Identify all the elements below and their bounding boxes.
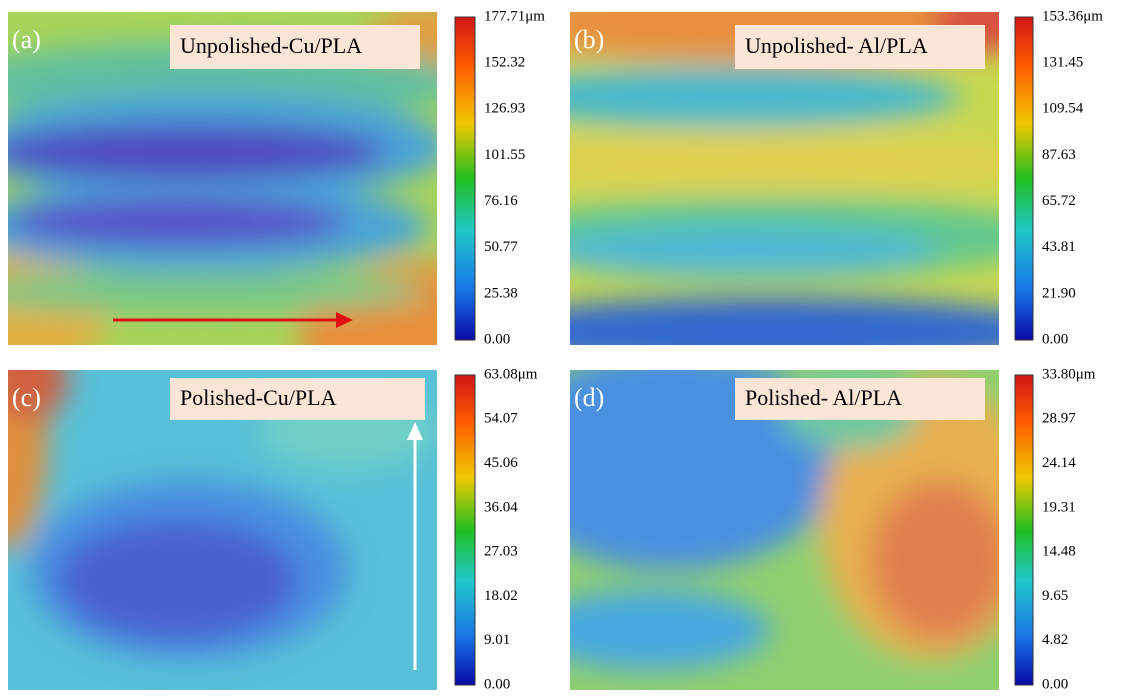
colorbar-tick-label: 18.02 — [484, 588, 518, 604]
panel-label: (a) — [12, 25, 41, 54]
colorbar — [1014, 374, 1034, 686]
panel-title: Unpolished-Cu/PLA — [180, 33, 362, 58]
title-box — [735, 378, 985, 420]
colorbar-tick-label: 9.01 — [484, 632, 510, 648]
colorbar-tick-label: 19.31 — [1042, 499, 1076, 515]
heatmap-c — [8, 370, 437, 690]
colorbar-tick-label: 177.71μm — [484, 8, 545, 24]
colorbar-tick-label: 65.72 — [1042, 193, 1076, 209]
panel-title: Polished-Cu/PLA — [180, 385, 337, 410]
colorbar-tick-label: 126.93 — [484, 101, 525, 117]
title-box — [170, 378, 425, 420]
colorbar-tick-label: 0.00 — [1042, 331, 1068, 347]
colorbar-tick-label: 27.03 — [484, 544, 518, 560]
colorbar — [454, 374, 476, 686]
colorbar — [1014, 16, 1034, 341]
colorbar-tick-label: 63.08μm — [484, 366, 538, 382]
colorbar-tick-label: 54.07 — [484, 411, 518, 427]
colorbar-tick-label: 153.36μm — [1042, 8, 1103, 24]
colorbar-tick-label: 0.00 — [484, 676, 510, 692]
colorbar-tick-label: 33.80μm — [1042, 366, 1096, 382]
colorbar-tick-label: 24.14 — [1042, 455, 1076, 471]
colorbar-tick-label: 14.48 — [1042, 544, 1076, 560]
colorbar-tick-label: 21.90 — [1042, 285, 1076, 301]
title-box — [170, 25, 420, 69]
colorbar-tick-label: 109.54 — [1042, 101, 1084, 117]
colorbar-tick-label: 9.65 — [1042, 588, 1068, 604]
colorbar-tick-label: 131.45 — [1042, 55, 1083, 71]
colorbar-tick-label: 45.06 — [484, 455, 518, 471]
colorbar-tick-label: 50.77 — [484, 239, 518, 255]
colorbar-tick-label: 4.82 — [1042, 632, 1068, 648]
panel-title: Unpolished- Al/PLA — [745, 33, 928, 58]
panel-label: (b) — [574, 25, 604, 54]
colorbar-tick-label: 0.00 — [484, 331, 510, 347]
colorbar-tick-label: 76.16 — [484, 193, 518, 209]
panel-title: Polished- Al/PLA — [745, 385, 902, 410]
colorbar-tick-label: 152.32 — [484, 55, 525, 71]
colorbar-tick-label: 25.38 — [484, 285, 518, 301]
colorbar-tick-label: 43.81 — [1042, 239, 1076, 255]
colorbar-tick-label: 0.00 — [1042, 676, 1068, 692]
colorbar-tick-label: 36.04 — [484, 499, 518, 515]
colorbar-tick-label: 28.97 — [1042, 411, 1076, 427]
colorbar-tick-label: 87.63 — [1042, 147, 1076, 163]
panel-label: (d) — [574, 383, 604, 412]
heatmap-d — [570, 370, 999, 690]
colorbar — [454, 16, 476, 341]
title-box — [735, 25, 985, 69]
panel-label: (c) — [12, 383, 41, 412]
colorbar-tick-label: 101.55 — [484, 147, 525, 163]
